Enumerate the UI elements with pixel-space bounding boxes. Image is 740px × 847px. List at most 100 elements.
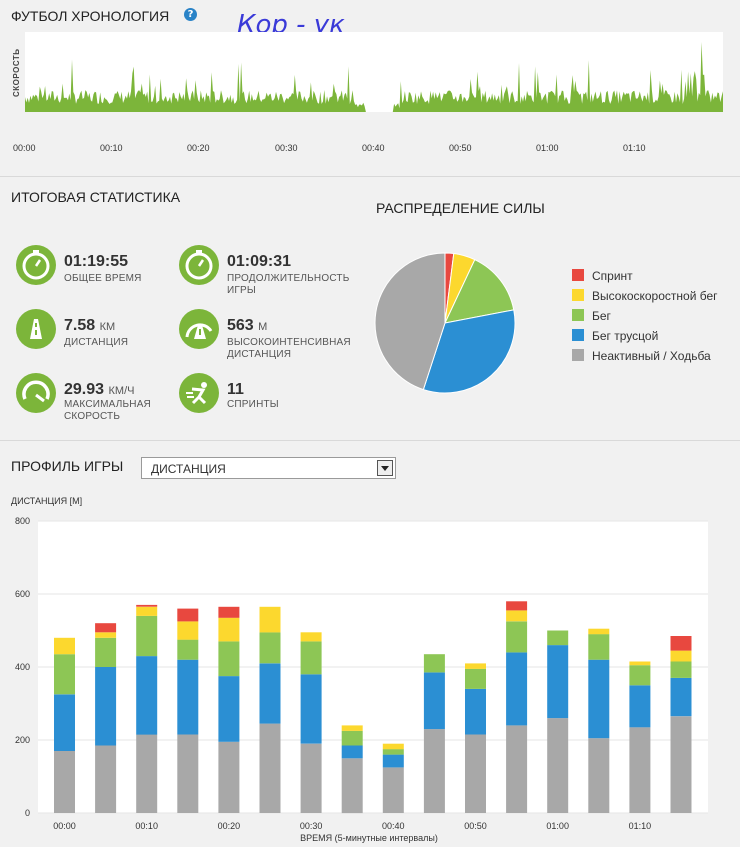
timeline-tick: 00:00 [13, 143, 36, 153]
stat-hi-distance-value: 563 М [227, 317, 267, 335]
legend-label: Бег трусцой [592, 329, 659, 343]
bar-segment [95, 745, 117, 813]
stat-sprints-value: 11 [227, 381, 244, 399]
timeline-ticks: 00:00 00:10 00:20 00:30 00:40 00:50 01:0… [0, 143, 740, 155]
bar-segment [506, 652, 528, 726]
road-icon [16, 309, 56, 349]
speed-timeline-plot [25, 32, 723, 112]
timeline-tick: 00:10 [100, 143, 123, 153]
bar-segment [506, 610, 528, 622]
bar-segment [177, 659, 199, 735]
stat-distance-value: 7.58 КМ [64, 317, 115, 335]
bar-segment [177, 734, 199, 813]
pie-slice-5 [374, 252, 446, 391]
speed-area [25, 42, 723, 112]
bar-segment [423, 654, 445, 673]
stat-game-duration-label: ПРОДОЛЖИТЕЛЬНОСТЬ ИГРЫ [227, 273, 349, 297]
summary-title: ИТОГОВАЯ СТАТИСТИКА [11, 189, 181, 205]
bar-segment [259, 606, 281, 633]
help-icon[interactable]: ? [184, 8, 197, 21]
stopwatch-icon [16, 245, 56, 285]
stopwatch-icon [179, 245, 219, 285]
pie-slice-3 [444, 258, 515, 324]
bar-segment [300, 632, 322, 642]
speed-axis-label: СКОРОСТЬ [12, 48, 21, 97]
bar-segment [588, 634, 610, 660]
timeline-tick: 00:50 [449, 143, 472, 153]
chevron-down-icon[interactable] [377, 460, 393, 476]
stat-label-line: МАКСИМАЛЬНАЯ [64, 399, 151, 410]
stat-total-time-value: 01:19:55 [64, 253, 128, 271]
bar-segment [218, 641, 240, 677]
bar-segment [54, 750, 75, 813]
timeline-title: ФУТБОЛ ХРОНОЛОГИЯ [11, 8, 170, 24]
bar-segment [259, 663, 281, 724]
y-tick-label: 0 [25, 808, 30, 818]
stat-distance-label: ДИСТАНЦИЯ [64, 337, 129, 348]
bar-segment [547, 645, 569, 719]
bar-segment [54, 654, 75, 695]
bar-segment [423, 672, 445, 730]
bar-segment [341, 725, 363, 731]
bar-segment [588, 738, 610, 813]
bar-segment [95, 637, 117, 667]
bar-segment [136, 604, 158, 607]
bar-segment [341, 758, 363, 814]
bar-segment [259, 632, 281, 664]
bar-segment [465, 663, 486, 669]
power-legend: Спринт Высокоскоростной бег Бег Бег трус… [572, 269, 740, 379]
legend-swatch [572, 269, 584, 281]
sprint-icon [179, 373, 219, 413]
x-tick-label: 00:00 [53, 821, 76, 831]
legend-swatch [572, 289, 584, 301]
bar-segment [382, 754, 404, 768]
bar-segment [136, 606, 158, 616]
bar-segment [300, 743, 322, 813]
x-tick-label: 01:10 [629, 821, 652, 831]
bar-segment [218, 617, 240, 642]
x-tick-label: 00:30 [300, 821, 323, 831]
power-title: РАСПРЕДЕЛЕНИЕ СИЛЫ [376, 200, 545, 216]
bar-segment [670, 677, 692, 717]
bar-segment [95, 667, 117, 746]
y-tick-label: 200 [15, 735, 30, 745]
bar-segment [547, 630, 569, 646]
stat-unit: КМ [99, 321, 116, 333]
x-tick-label: 01:00 [546, 821, 569, 831]
timeline-tick: 00:40 [362, 143, 385, 153]
stat-total-time-label: ОБЩЕЕ ВРЕМЯ [64, 273, 142, 284]
bar-segment [629, 727, 651, 813]
bar-segment [177, 608, 199, 622]
bar-segment [382, 749, 404, 755]
legend-label: Спринт [592, 269, 633, 283]
bar-segment [506, 725, 528, 813]
distance-bar-chart: 0 200 400 600 800 00:00 00:10 00:20 00:30 00:40 00… [15, 516, 708, 831]
timeline-tick: 01:10 [623, 143, 646, 153]
legend-swatch [572, 309, 584, 321]
timeline-tick: 00:20 [187, 143, 210, 153]
stat-value: 29.93 [64, 381, 105, 398]
bar-segment [177, 639, 199, 660]
bar-segment [136, 615, 158, 657]
bar-segment [629, 685, 651, 728]
pie-slice-4 [422, 309, 516, 394]
bar-segment [382, 767, 404, 813]
bar-segment [588, 628, 610, 635]
bar-segment [300, 674, 322, 744]
bar-segment [506, 601, 528, 611]
speed-timeline-graph [25, 42, 723, 112]
bar-segment [136, 656, 158, 735]
bar-segment [465, 668, 486, 689]
stat-label-line: ИГРЫ [227, 285, 256, 296]
y-tick-label: 400 [15, 662, 30, 672]
legend-swatch [572, 349, 584, 361]
metric-select[interactable]: ДИСТАНЦИЯ [141, 457, 396, 479]
bar-segment [341, 730, 363, 746]
bar-segment [382, 743, 404, 750]
stat-unit: М [258, 321, 268, 333]
bar-segment [341, 745, 363, 759]
bar-segment [95, 623, 117, 633]
section-divider [0, 176, 740, 177]
stat-max-speed-label: МАКСИМАЛЬНАЯ СКОРОСТЬ [64, 399, 151, 423]
x-tick-label: 00:20 [218, 821, 241, 831]
